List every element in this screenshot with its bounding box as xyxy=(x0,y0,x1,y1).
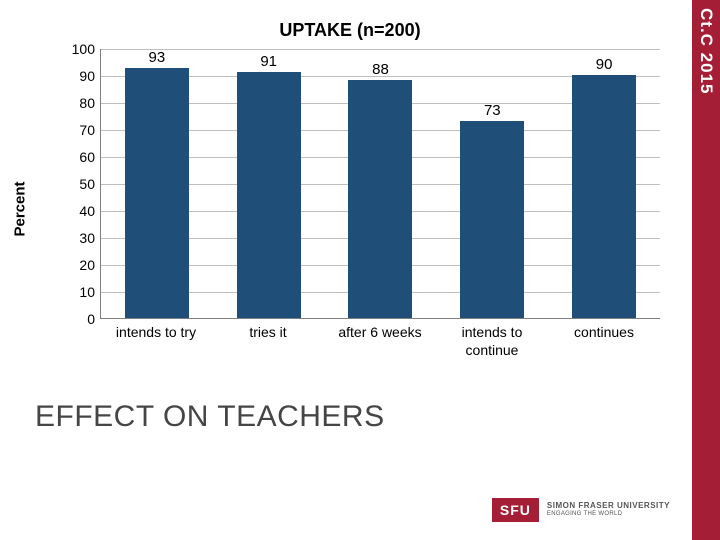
bar xyxy=(348,80,412,318)
plot-area: 93 91 88 73 90 xyxy=(100,49,660,319)
bar-slot: 73 xyxy=(436,49,548,318)
y-tick-label: 60 xyxy=(55,149,95,165)
x-tick-label: intends to continue xyxy=(436,324,548,359)
logo-abbrev-box: SFU xyxy=(492,498,539,522)
sidebar-label: Ct.C 2015 xyxy=(696,8,716,94)
x-tick-label: intends to try xyxy=(100,324,212,359)
y-tick-label: 80 xyxy=(55,95,95,111)
bar-value-label: 73 xyxy=(484,102,501,119)
bar xyxy=(572,75,636,318)
y-tick-label: 100 xyxy=(55,41,95,57)
bar xyxy=(125,68,189,318)
x-tick-label: continues xyxy=(548,324,660,359)
x-tick-label: after 6 weeks xyxy=(324,324,436,359)
bar-slot: 88 xyxy=(325,49,437,318)
x-label-group: intends to trytries itafter 6 weeksinten… xyxy=(100,324,660,359)
bar-value-label: 91 xyxy=(260,53,277,70)
footer-logo: SFU SIMON FRASER UNIVERSITY ENGAGING THE… xyxy=(492,498,670,522)
bar-slot: 93 xyxy=(101,49,213,318)
chart-container: UPTAKE (n=200) Percent 01020304050607080… xyxy=(30,20,670,380)
bar-value-label: 88 xyxy=(372,61,389,78)
sidebar-band: Ct.C 2015 xyxy=(692,0,720,540)
y-tick-label: 50 xyxy=(55,176,95,192)
bar-slot: 91 xyxy=(213,49,325,318)
y-tick-label: 20 xyxy=(55,257,95,273)
y-tick-label: 0 xyxy=(55,311,95,327)
bar-value-label: 90 xyxy=(596,56,613,73)
bar xyxy=(237,72,301,318)
bars-group: 93 91 88 73 90 xyxy=(101,49,660,318)
bar-value-label: 93 xyxy=(149,49,166,66)
y-tick-label: 70 xyxy=(55,122,95,138)
bar-slot: 90 xyxy=(548,49,660,318)
logo-tagline: ENGAGING THE WORLD xyxy=(547,511,670,518)
slide: Ct.C 2015 UPTAKE (n=200) Percent 0 10 20 30… xyxy=(0,0,720,540)
slide-headline: EFFECT ON TEACHERS xyxy=(35,400,385,434)
y-tick-label: 40 xyxy=(55,203,95,219)
logo-text: SIMON FRASER UNIVERSITY ENGAGING THE WOR… xyxy=(547,502,670,517)
logo-name: SIMON FRASER UNIVERSITY xyxy=(547,502,670,511)
y-tick-label: 30 xyxy=(55,230,95,246)
x-tick-label: tries it xyxy=(212,324,324,359)
y-tick-label: 90 xyxy=(55,68,95,84)
y-axis-label: Percent xyxy=(12,181,29,236)
chart-title: UPTAKE (n=200) xyxy=(30,20,670,41)
y-tick-label: 10 xyxy=(55,284,95,300)
chart-body: Percent 0102030405060708090100 939188739… xyxy=(30,49,670,369)
bar xyxy=(460,121,524,318)
